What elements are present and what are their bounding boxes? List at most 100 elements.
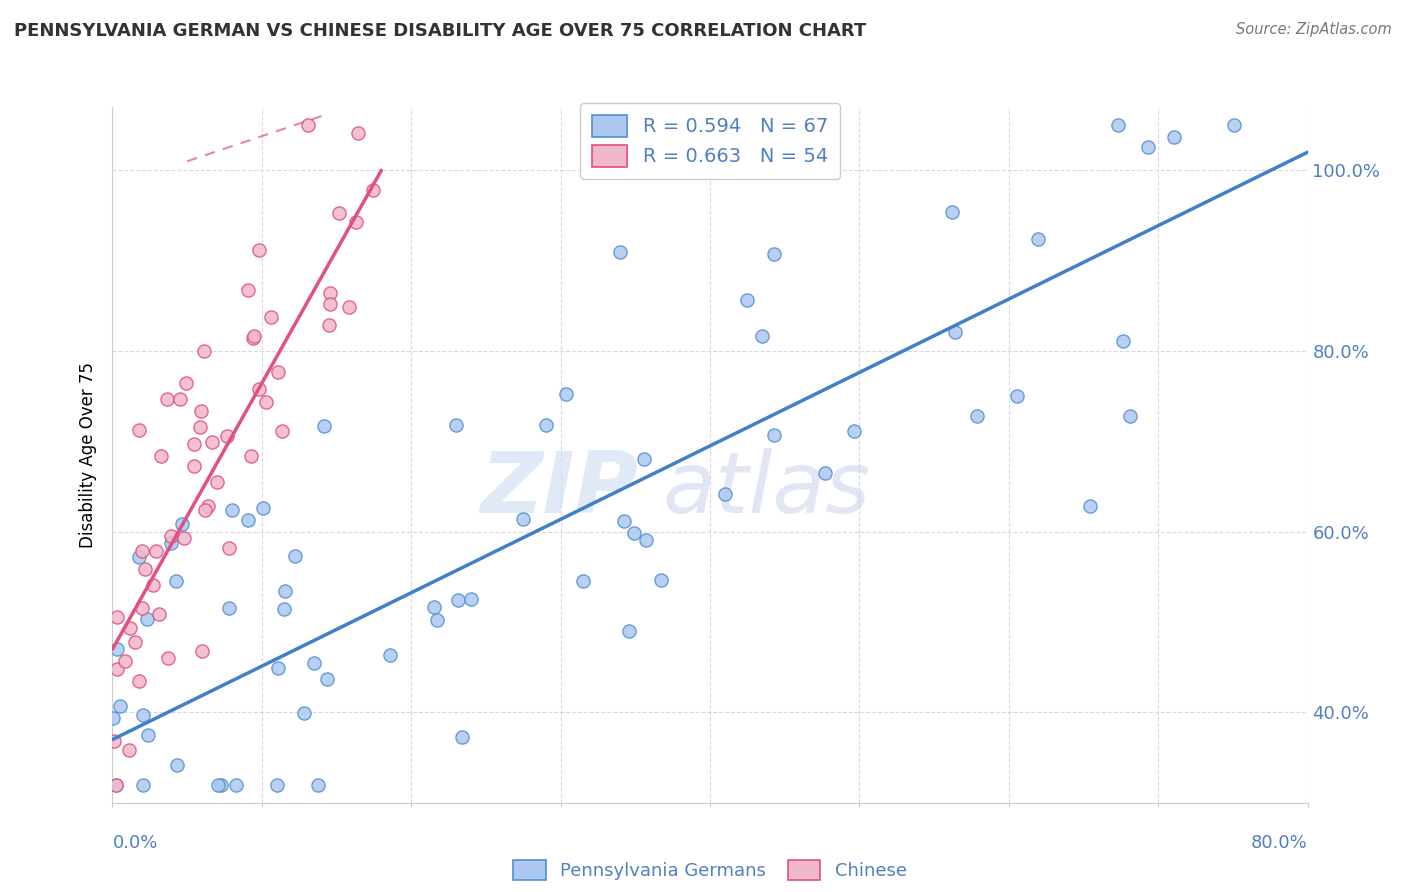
Text: 0.0%: 0.0% [112, 834, 157, 852]
Text: Source: ZipAtlas.com: Source: ZipAtlas.com [1236, 22, 1392, 37]
Point [190, 644, 212, 658]
Point [209, 778, 232, 792]
Point [194, 503, 217, 517]
Point [1136, 140, 1159, 154]
Point [108, 699, 131, 714]
Point [239, 450, 262, 464]
Point [117, 743, 139, 757]
Text: ZIP: ZIP [481, 448, 638, 532]
Point [105, 663, 128, 677]
Point [271, 424, 294, 438]
Point [328, 205, 350, 219]
Point [762, 246, 785, 260]
Point [554, 387, 576, 401]
Point [273, 583, 295, 598]
Point [134, 562, 156, 576]
Point [1112, 334, 1135, 348]
Point [148, 607, 170, 621]
Point [966, 409, 988, 423]
Point [132, 778, 155, 792]
Point [118, 621, 141, 635]
Point [450, 730, 472, 744]
Point [128, 423, 150, 437]
Point [1163, 129, 1185, 144]
Point [205, 475, 228, 490]
Point [131, 543, 153, 558]
Point [260, 310, 283, 324]
Point [225, 778, 247, 792]
Point [114, 654, 136, 668]
Point [218, 601, 240, 615]
Point [190, 404, 212, 418]
Point [447, 592, 470, 607]
Point [634, 533, 657, 547]
Point [650, 573, 672, 587]
Point [128, 674, 150, 689]
Point [242, 331, 264, 345]
Point [273, 601, 295, 615]
Point [318, 286, 340, 301]
Point [193, 344, 215, 359]
Point [844, 424, 866, 438]
Point [337, 300, 360, 314]
Y-axis label: Disability Age Over 75: Disability Age Over 75 [79, 362, 97, 548]
Point [1107, 118, 1129, 132]
Point [423, 599, 446, 614]
Point [128, 550, 150, 565]
Point [105, 609, 128, 624]
Point [714, 487, 737, 501]
Point [941, 205, 963, 219]
Point [170, 516, 193, 531]
Point [307, 778, 329, 792]
Point [252, 501, 274, 516]
Point [160, 529, 183, 543]
Point [218, 541, 240, 556]
Point [633, 451, 655, 466]
Point [247, 243, 270, 257]
Point [316, 672, 339, 686]
Point [197, 499, 219, 513]
Point [763, 428, 786, 442]
Point [105, 778, 128, 792]
Point [572, 574, 595, 589]
Point [312, 418, 335, 433]
Point [617, 624, 640, 639]
Point [215, 429, 238, 443]
Point [169, 392, 191, 406]
Point [165, 574, 187, 588]
Point [1026, 232, 1049, 246]
Point [735, 293, 758, 307]
Point [460, 591, 482, 606]
Text: atlas: atlas [662, 448, 870, 532]
Point [104, 778, 127, 792]
Point [609, 244, 631, 259]
Point [201, 434, 224, 449]
Point [318, 318, 340, 332]
Point [267, 365, 290, 379]
Point [124, 635, 146, 649]
Point [238, 512, 260, 526]
Point [512, 512, 534, 526]
Point [254, 395, 277, 409]
Point [145, 543, 167, 558]
Point [207, 778, 229, 792]
Point [1118, 409, 1140, 423]
Point [623, 525, 645, 540]
Point [1005, 389, 1028, 403]
Point [103, 734, 125, 748]
Point [266, 778, 288, 792]
Point [131, 600, 153, 615]
Point [297, 118, 319, 132]
Point [238, 283, 260, 297]
Point [361, 183, 384, 197]
Point [249, 382, 271, 396]
Legend: Pennsylvania Germans, Chinese: Pennsylvania Germans, Chinese [506, 853, 914, 888]
Point [149, 449, 172, 463]
Text: 80.0%: 80.0% [1251, 834, 1308, 852]
Point [378, 648, 401, 663]
Point [267, 661, 290, 675]
Point [347, 126, 370, 140]
Point [174, 376, 197, 390]
Point [173, 532, 195, 546]
Point [446, 418, 468, 433]
